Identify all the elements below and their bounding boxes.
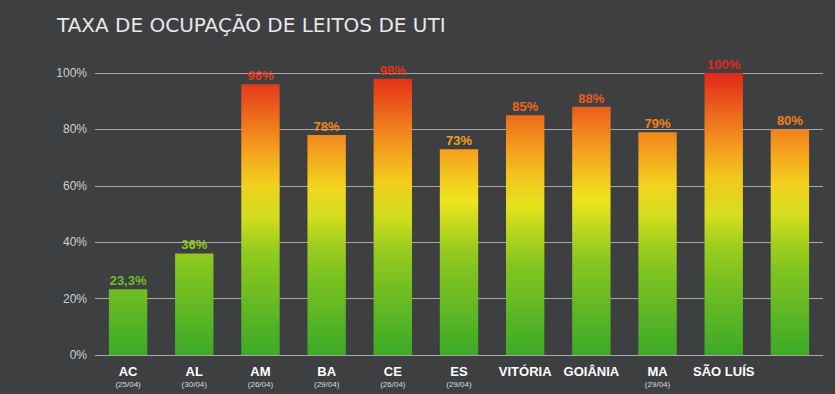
svg-text:ES: ES bbox=[450, 364, 468, 379]
svg-text:60%: 60% bbox=[63, 179, 87, 193]
svg-text:TAXA DE OCUPAÇÃO DE LEITOS DE: TAXA DE OCUPAÇÃO DE LEITOS DE UTI bbox=[56, 13, 446, 37]
svg-text:(25/04): (25/04) bbox=[115, 380, 141, 389]
svg-text:100%: 100% bbox=[707, 57, 741, 72]
svg-text:80%: 80% bbox=[777, 113, 803, 128]
svg-text:(29/04): (29/04) bbox=[314, 380, 340, 389]
svg-text:CE: CE bbox=[384, 364, 402, 379]
svg-text:VITÓRIA: VITÓRIA bbox=[499, 364, 552, 379]
svg-text:96%: 96% bbox=[247, 68, 273, 83]
svg-text:20%: 20% bbox=[63, 292, 87, 306]
svg-text:100%: 100% bbox=[56, 66, 87, 80]
svg-text:73%: 73% bbox=[446, 133, 472, 148]
svg-text:(30/04): (30/04) bbox=[182, 380, 208, 389]
svg-text:98%: 98% bbox=[380, 63, 406, 78]
svg-text:AM: AM bbox=[250, 364, 270, 379]
svg-text:(29/04): (29/04) bbox=[446, 380, 472, 389]
svg-text:78%: 78% bbox=[314, 119, 340, 134]
svg-text:36%: 36% bbox=[181, 237, 207, 252]
svg-text:40%: 40% bbox=[63, 235, 87, 249]
svg-text:(26/04): (26/04) bbox=[248, 380, 274, 389]
svg-text:0%: 0% bbox=[70, 348, 88, 362]
svg-text:AL: AL bbox=[186, 364, 203, 379]
svg-text:AC: AC bbox=[119, 364, 138, 379]
svg-text:79%: 79% bbox=[645, 116, 671, 131]
svg-text:(29/04): (29/04) bbox=[645, 380, 671, 389]
svg-text:88%: 88% bbox=[578, 91, 604, 106]
svg-text:80%: 80% bbox=[63, 122, 87, 136]
svg-text:SÃO LUÍS: SÃO LUÍS bbox=[693, 364, 755, 379]
svg-text:(26/04): (26/04) bbox=[380, 380, 406, 389]
svg-text:BA: BA bbox=[317, 364, 336, 379]
svg-text:GOIÂNIA: GOIÂNIA bbox=[564, 364, 620, 379]
svg-text:85%: 85% bbox=[512, 99, 538, 114]
svg-text:MA: MA bbox=[647, 364, 668, 379]
svg-text:23,3%: 23,3% bbox=[110, 273, 147, 288]
